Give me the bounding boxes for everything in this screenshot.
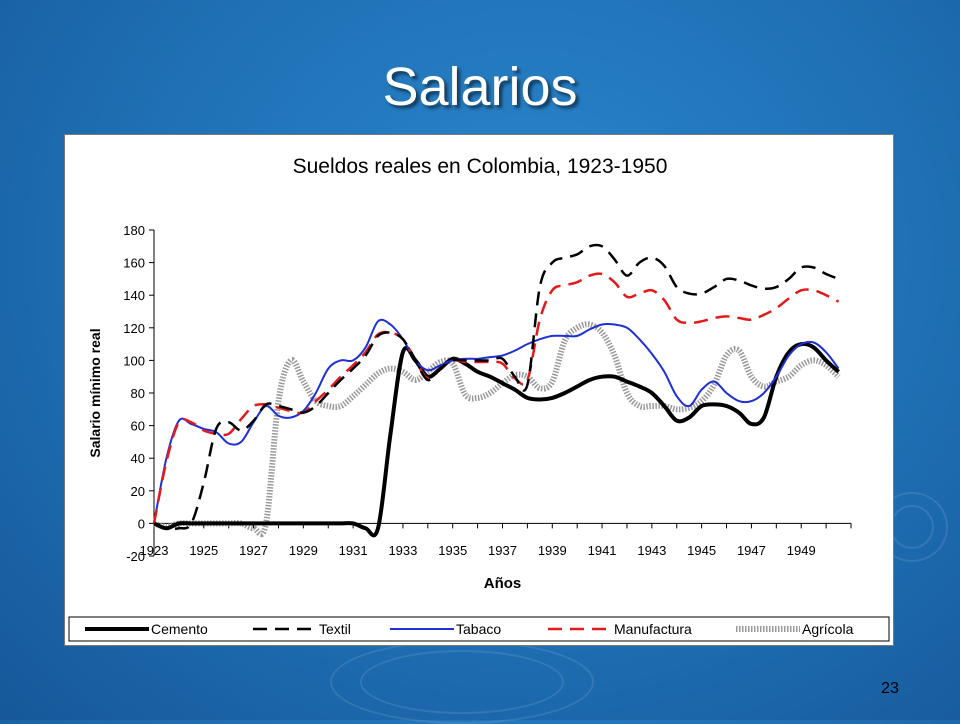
x-tick-label: 1925 [189, 543, 218, 558]
chart-container: Sueldos reales en Colombia, 1923-1950 18… [64, 134, 894, 646]
x-tick-label: 1933 [388, 543, 417, 558]
x-axis-label: Años [484, 575, 522, 592]
x-tick-label: 1937 [488, 543, 517, 558]
series-line-tabaco [153, 318, 840, 524]
y-tick-label: 20 [131, 484, 145, 499]
series-line-agrcola [153, 321, 841, 538]
x-tick-label: 1929 [289, 543, 318, 558]
x-tick-label: 1927 [239, 543, 268, 558]
y-tick-label: 120 [123, 321, 145, 336]
legend-label: Manufactura [614, 621, 692, 637]
x-tick-label: 1947 [737, 543, 766, 558]
legend-label: Tabaco [456, 621, 501, 637]
y-tick-label: 180 [123, 223, 145, 238]
x-tick-label: 1931 [339, 543, 368, 558]
legend-label: Textil [319, 621, 351, 637]
slide-number: 23 [881, 680, 899, 697]
series-line-textil [153, 243, 840, 531]
y-tick-label: 160 [123, 256, 145, 271]
slide-title: Salarios [382, 57, 578, 117]
x-tick-label: 1935 [438, 543, 467, 558]
legend-label: Cemento [151, 621, 208, 637]
y-tick-label: 80 [131, 386, 145, 401]
y-tick-label: 60 [131, 419, 145, 434]
chart-title: Sueldos reales en Colombia, 1923-1950 [292, 155, 668, 178]
x-tick-label: 1939 [538, 543, 567, 558]
x-tick-label: 1943 [637, 543, 666, 558]
x-tick-label: 1949 [787, 543, 816, 558]
series-line-cemento [153, 341, 840, 538]
series-line-manufactura [152, 272, 840, 524]
y-axis-label: Salario mínimo real [87, 328, 103, 457]
y-tick-label: 100 [123, 353, 145, 368]
background-ripple [330, 640, 594, 724]
y-tick-label: 0 [138, 516, 145, 531]
x-tick-label: 1945 [687, 543, 716, 558]
y-tick-label: -20 [126, 549, 145, 564]
x-tick-label: 1941 [588, 543, 617, 558]
x-tick-label: 1923 [140, 543, 169, 558]
y-tick-label: 40 [131, 451, 145, 466]
legend-label: Agrícola [802, 621, 854, 637]
y-tick-label: 140 [123, 288, 145, 303]
